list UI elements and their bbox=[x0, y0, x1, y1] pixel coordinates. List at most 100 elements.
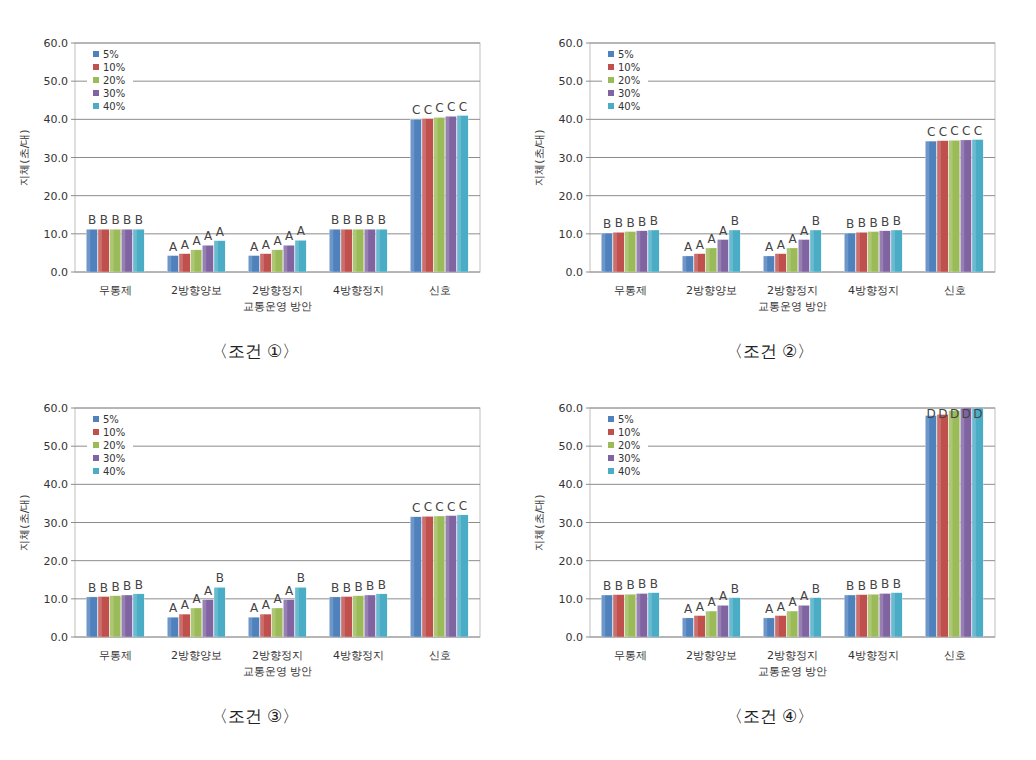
annotation: D bbox=[973, 407, 982, 421]
x-tick-label: 2방향정지 bbox=[252, 649, 303, 662]
legend-label: 10% bbox=[618, 427, 640, 438]
bar bbox=[353, 596, 364, 637]
annotation: B bbox=[858, 216, 866, 230]
y-axis-label: 지체(초/대) bbox=[533, 129, 546, 185]
legend-label: 5% bbox=[103, 414, 119, 425]
annotation: B bbox=[100, 581, 108, 595]
annotation: C bbox=[435, 101, 443, 115]
y-tick-label: 60.0 bbox=[44, 37, 69, 50]
bar bbox=[86, 597, 97, 637]
bar bbox=[787, 248, 798, 272]
bar bbox=[133, 594, 144, 637]
bar-highlight bbox=[787, 611, 791, 637]
y-axis-label: 지체(초/대) bbox=[18, 129, 31, 185]
tick-mark bbox=[71, 43, 75, 44]
bar-highlight bbox=[341, 229, 345, 272]
bar bbox=[410, 119, 421, 272]
bar bbox=[272, 250, 283, 272]
x-tick-label: 2방향양보 bbox=[171, 284, 222, 297]
bar bbox=[844, 233, 855, 272]
tick-mark bbox=[586, 484, 590, 485]
x-tick-label: 2방향정지 bbox=[767, 649, 818, 662]
annotation: B bbox=[331, 581, 339, 595]
bar bbox=[775, 616, 786, 637]
bar-highlight bbox=[601, 233, 605, 272]
legend-label: 20% bbox=[618, 75, 640, 86]
annotation: B bbox=[100, 213, 108, 227]
annotation: A bbox=[192, 592, 201, 606]
y-tick-label: 30.0 bbox=[559, 517, 584, 530]
annotation: B bbox=[615, 579, 623, 593]
bar bbox=[167, 256, 178, 272]
legend-swatch bbox=[93, 77, 99, 83]
legend-swatch bbox=[93, 455, 99, 461]
y-tick-label: 60.0 bbox=[559, 37, 584, 50]
bar bbox=[601, 595, 612, 637]
bar bbox=[798, 605, 809, 637]
bar bbox=[179, 614, 190, 637]
bar bbox=[717, 605, 728, 637]
bar bbox=[341, 229, 352, 272]
bar bbox=[925, 416, 936, 637]
bar-highlight bbox=[445, 116, 449, 272]
tick-mark bbox=[586, 272, 590, 273]
annotation: B bbox=[123, 213, 131, 227]
annotations: BBBBBAAAABAAAABBBBBBCCCCC bbox=[88, 499, 467, 615]
legend-swatch bbox=[608, 51, 614, 57]
bar-highlight bbox=[856, 232, 860, 272]
bar bbox=[110, 229, 121, 272]
bar bbox=[422, 516, 433, 637]
legend-label: 5% bbox=[618, 414, 634, 425]
bar bbox=[891, 230, 902, 272]
bar bbox=[121, 229, 132, 272]
bar bbox=[283, 600, 294, 637]
bar-highlight bbox=[868, 232, 872, 272]
x-tick-label: 4방향정지 bbox=[333, 649, 384, 662]
legend-swatch bbox=[608, 103, 614, 109]
bar-highlight bbox=[86, 597, 90, 637]
annotation: B bbox=[638, 577, 646, 591]
bar-highlight bbox=[937, 414, 941, 637]
chart-title: 〈조건 ④〉 bbox=[726, 706, 815, 726]
bar-highlight bbox=[925, 416, 929, 637]
bars bbox=[86, 116, 468, 272]
bars bbox=[601, 140, 983, 272]
bar bbox=[636, 593, 647, 637]
tick-mark bbox=[71, 81, 75, 82]
y-tick-label: 10.0 bbox=[44, 593, 69, 606]
tick-mark bbox=[71, 119, 75, 120]
legend-label: 30% bbox=[618, 88, 640, 99]
annotation: B bbox=[869, 216, 877, 230]
bar-highlight bbox=[891, 593, 895, 637]
annotation: C bbox=[962, 124, 970, 138]
bar-highlight bbox=[717, 240, 721, 272]
bar bbox=[810, 598, 821, 637]
plot-frame bbox=[590, 43, 995, 272]
y-tick-label: 20.0 bbox=[559, 555, 584, 568]
annotation: A bbox=[765, 240, 774, 254]
bar-highlight bbox=[648, 230, 652, 272]
bar-highlight bbox=[410, 517, 414, 637]
bar-highlight bbox=[613, 232, 617, 272]
annotation: C bbox=[927, 125, 935, 139]
plot-frame bbox=[75, 408, 480, 637]
annotation: B bbox=[881, 577, 889, 591]
annotation: B bbox=[858, 579, 866, 593]
bar-highlight bbox=[86, 229, 90, 272]
annotation: C bbox=[939, 125, 947, 139]
annotation: B bbox=[812, 582, 820, 596]
legend-swatch bbox=[93, 442, 99, 448]
x-axis-label: 교통운영 방안 bbox=[243, 300, 313, 313]
annotation: B bbox=[881, 215, 889, 229]
annotation: A bbox=[181, 238, 190, 252]
bar-highlight bbox=[706, 248, 710, 272]
legend-swatch bbox=[93, 64, 99, 70]
chart-title: 〈조건 ②〉 bbox=[726, 341, 815, 361]
y-tick-label: 30.0 bbox=[44, 152, 69, 165]
legend-swatch bbox=[93, 468, 99, 474]
legend-swatch bbox=[608, 90, 614, 96]
bar-highlight bbox=[798, 605, 802, 637]
x-tick-label: 신호 bbox=[429, 649, 451, 662]
bar-highlight bbox=[856, 595, 860, 637]
bar bbox=[879, 231, 890, 272]
